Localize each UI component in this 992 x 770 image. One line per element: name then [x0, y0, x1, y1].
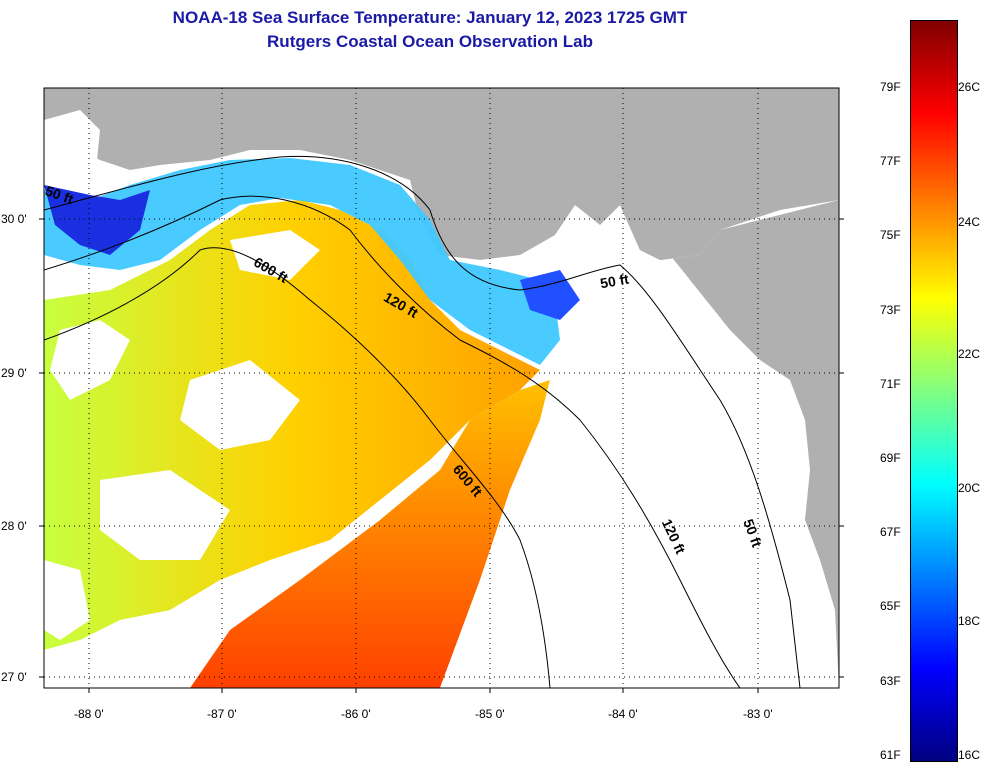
lat-tick-label: 28 0' [1, 519, 27, 533]
cloud-gap-3 [100, 470, 230, 560]
colorbar-f-label: 77F [880, 154, 901, 168]
colorbar-c-label: 18C [958, 614, 981, 628]
lat-tick-label: 30 0' [1, 212, 27, 226]
lon-tick-label: -87 0' [207, 707, 237, 721]
east-no-data [440, 330, 820, 688]
colorbar-f-label: 75F [880, 228, 901, 242]
colorbar-f-label: 67F [880, 525, 901, 539]
contour-label-50ft-east: 50 ft [599, 271, 630, 292]
lat-tick-label: 29 0' [1, 366, 27, 380]
contour-50ft [44, 155, 801, 688]
colorbar-c-label: 26C [958, 80, 981, 94]
sst-map: 50 ft 600 ft 120 ft 50 ft 600 ft 120 ft … [1, 87, 844, 721]
land-mass-east [620, 88, 839, 688]
cloud-gap-4 [44, 560, 90, 640]
contour-120ft [44, 195, 741, 688]
colorbar-f-label: 61F [880, 748, 901, 762]
map-subtitle: Rutgers Coastal Ocean Observation Lab [267, 32, 593, 51]
colorbar-c-label: 16C [958, 748, 981, 762]
cloud-gap-5 [230, 230, 320, 280]
colorbar-f-label: 79F [880, 80, 901, 94]
colorbar-f-label: 73F [880, 303, 901, 317]
colorbar-f-label: 71F [880, 377, 901, 391]
land-mass-north [44, 88, 839, 260]
contour-600ft [44, 247, 551, 688]
sst-data-layer [44, 88, 839, 688]
sst-coastal-cold-2 [520, 270, 580, 320]
graticule [44, 88, 839, 688]
lon-tick-label: -83 0' [743, 707, 773, 721]
colorbar-c-label: 22C [958, 347, 981, 361]
colorbar-c-label: 20C [958, 481, 981, 495]
cloud-gap-2 [180, 360, 300, 450]
colorbar-f-label: 69F [880, 451, 901, 465]
tick-marks [39, 218, 844, 693]
lon-tick-label: -85 0' [475, 707, 505, 721]
sst-coastal-cool [44, 158, 560, 365]
map-title: NOAA-18 Sea Surface Temperature: January… [172, 8, 688, 27]
colorbar [910, 20, 958, 762]
cloud-gap-1 [50, 320, 130, 400]
colorbar-c-label: 24C [958, 215, 981, 229]
lon-tick-label: -84 0' [608, 707, 638, 721]
coastal-cloud-gap [44, 110, 100, 185]
lat-tick-label: 27 0' [1, 670, 27, 684]
lon-tick-label: -86 0' [341, 707, 371, 721]
plot-frame [43, 87, 840, 689]
colorbar-f-label: 63F [880, 674, 901, 688]
colorbar-f-label: 65F [880, 599, 901, 613]
lon-tick-label: -88 0' [74, 707, 104, 721]
